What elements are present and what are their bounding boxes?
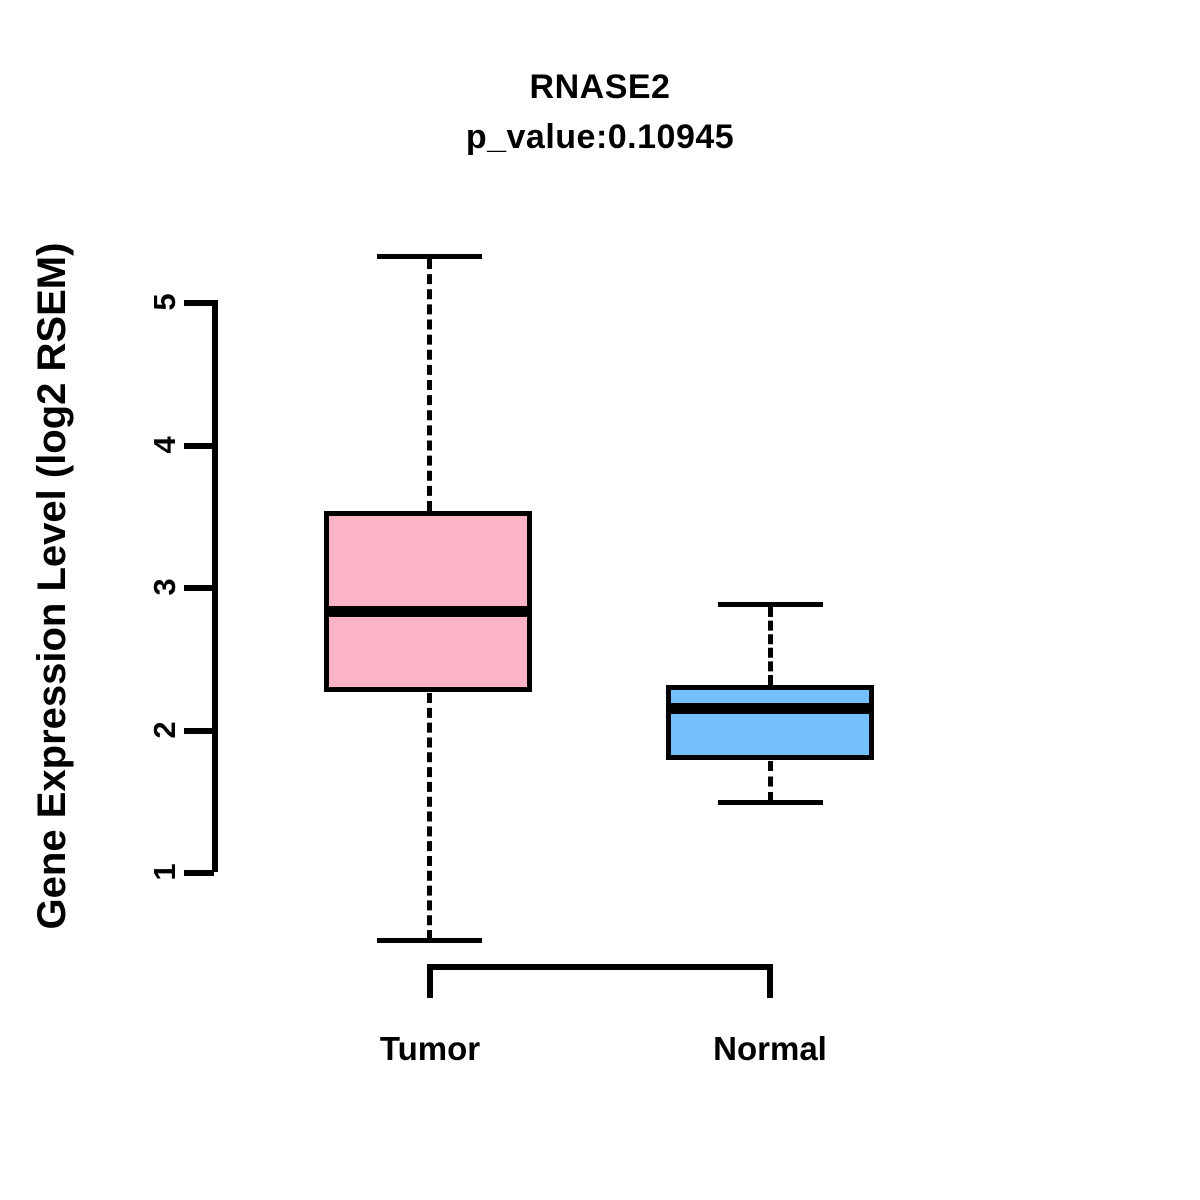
y-tick-mark-4 — [184, 443, 214, 449]
normal-upper-whisker-cap — [718, 601, 823, 607]
normal-lower-whisker-stem — [768, 761, 778, 802]
normal-lower-whisker-cap — [718, 799, 823, 805]
y-tick-label-5: 5 — [147, 293, 182, 311]
tumor-upper-whisker-stem — [427, 258, 437, 511]
tumor-lower-whisker-cap — [377, 937, 482, 943]
y-axis-title-container: Gene Expression Level (log2 RSEM) — [28, 176, 76, 996]
x-tick-mark-normal — [767, 964, 773, 998]
x-tick-label-normal: Normal — [713, 1030, 827, 1067]
y-tick-label-2: 2 — [147, 721, 182, 739]
y-axis-line — [212, 300, 218, 872]
x-tick-label-tumor: Tumor — [379, 1030, 481, 1067]
tumor-upper-whisker-cap — [377, 253, 482, 259]
normal-upper-whisker-stem — [768, 606, 778, 685]
y-axis-title: Gene Expression Level (log2 RSEM) — [29, 242, 74, 930]
x-axis-line — [427, 964, 773, 970]
y-tick-mark-5 — [184, 300, 214, 306]
y-tick-mark-3 — [184, 585, 214, 591]
normal-box — [666, 684, 874, 761]
tumor-median-line — [324, 605, 532, 617]
y-tick-label-4: 4 — [147, 436, 182, 454]
y-tick-mark-1 — [184, 870, 214, 876]
y-tick-label-3: 3 — [147, 578, 182, 596]
tumor-box — [324, 510, 532, 692]
tumor-lower-whisker-stem — [427, 692, 437, 940]
normal-median-line — [666, 702, 874, 714]
y-tick-label-1: 1 — [147, 863, 182, 881]
x-tick-mark-tumor — [427, 964, 433, 998]
chart-title: RNASE2 — [529, 68, 671, 106]
y-tick-mark-2 — [184, 728, 214, 734]
chart-subtitle-pvalue: p_value:0.10945 — [465, 118, 735, 156]
